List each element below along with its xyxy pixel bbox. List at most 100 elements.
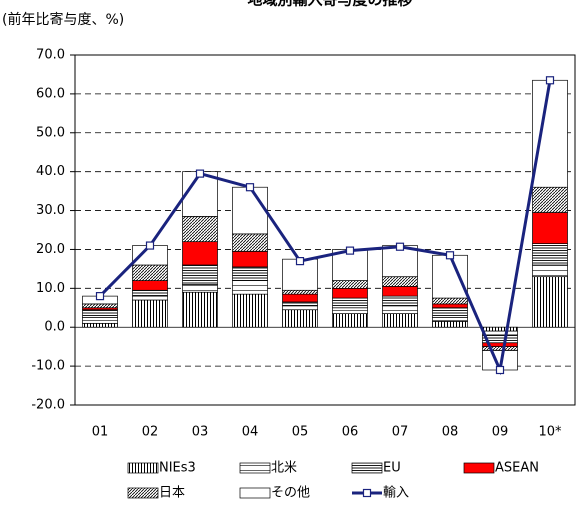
legend-label: その他 [271, 486, 310, 501]
y-tick-label: -10.0 [31, 359, 65, 374]
bar-segment [232, 266, 268, 281]
bar-segment [332, 287, 368, 299]
line-marker [95, 292, 105, 301]
x-tick-label: 06 [342, 425, 359, 440]
y-tick-label: 30.0 [36, 203, 65, 218]
bar-segment [532, 186, 568, 213]
bar-segment [482, 330, 518, 336]
y-tick-label: 60.0 [36, 86, 65, 101]
x-tick-label: 04 [242, 425, 259, 440]
bar-segment [232, 251, 268, 268]
legend-swatch [239, 462, 271, 474]
bar-segment [182, 241, 218, 266]
bar-segment [332, 280, 368, 289]
x-tick-label: 01 [92, 425, 109, 440]
bar-segment [232, 280, 268, 295]
y-tick-label: 50.0 [36, 125, 65, 140]
x-tick-label: 10* [538, 425, 562, 440]
line-marker [295, 257, 305, 266]
bar-segment [282, 289, 318, 295]
x-tick-label: 02 [142, 425, 159, 440]
bar-segment [232, 293, 268, 328]
bar-segment [132, 280, 168, 291]
bar-segment [182, 284, 218, 293]
legend-swatch [127, 487, 159, 499]
bar-segment [82, 322, 118, 328]
bar-segment [532, 212, 568, 244]
bar-segment [132, 289, 168, 297]
bar-segment [332, 313, 368, 328]
legend-label: ASEAN [495, 461, 539, 476]
bar-segment [82, 309, 118, 318]
bar-segment [282, 309, 318, 328]
bar-segment [382, 295, 418, 307]
subtitle: (前年比寄与度、%) [2, 11, 124, 28]
y-tick-label: 20.0 [36, 242, 65, 257]
legend-swatch [463, 462, 495, 474]
bar-segment [432, 254, 468, 299]
legend-label: EU [383, 461, 401, 476]
line-marker [445, 251, 455, 260]
bar-segment [282, 301, 318, 307]
line-marker [195, 169, 205, 178]
y-tick-label: 10.0 [36, 281, 65, 296]
bar-segment [532, 276, 568, 328]
line-marker [245, 183, 255, 192]
legend-label: 輸入 [383, 486, 409, 501]
legend-swatch [239, 487, 271, 499]
legend-swatch [351, 462, 383, 474]
bar-segment [532, 79, 568, 188]
bar-segment [532, 243, 568, 266]
bar-segment [532, 264, 568, 278]
x-tick-label: 08 [442, 425, 459, 440]
x-tick-label: 09 [492, 425, 509, 440]
line-series [98, 80, 552, 376]
bar-segment [432, 307, 468, 318]
bar-segment [382, 305, 418, 314]
bar-segment [432, 321, 468, 328]
line-marker [345, 246, 355, 255]
bar-segment [182, 171, 218, 217]
bar-segment [182, 264, 218, 285]
legend-label: 北米 [271, 461, 297, 476]
y-tick-label: 40.0 [36, 164, 65, 179]
legend-label: NIEs3 [159, 461, 196, 476]
line-marker [545, 76, 555, 85]
bar-segment [282, 305, 318, 311]
bar-segment [132, 295, 168, 301]
bar-segment [82, 317, 118, 324]
bar-segment [332, 307, 368, 314]
bar-segment [482, 346, 518, 351]
line-marker [395, 242, 405, 251]
bar-segment [432, 317, 468, 322]
bar-segment [482, 326, 518, 332]
y-tick-label: 0.0 [44, 320, 65, 335]
plot-frame [74, 54, 576, 406]
bar-segment [182, 291, 218, 328]
legend-swatch [362, 488, 372, 498]
bar-segment [132, 264, 168, 281]
bar-segment [232, 186, 268, 235]
bar-segment [382, 286, 418, 297]
chart-title: 地域別輸入寄与度の推移 [247, 0, 412, 9]
bar-segment [82, 303, 118, 309]
bar-segment [282, 293, 318, 303]
line-marker [145, 241, 155, 250]
bar-segment [382, 276, 418, 287]
x-tick-label: 07 [392, 425, 409, 440]
bar-segment [432, 303, 468, 309]
x-tick-label: 05 [292, 425, 309, 440]
line-marker [495, 365, 505, 375]
x-tick-label: 03 [192, 425, 209, 440]
bar-segment [382, 313, 418, 328]
y-tick-label: 70.0 [36, 48, 65, 63]
legend-label: 日本 [159, 486, 185, 501]
bar-segment [432, 297, 468, 305]
bar-segment [132, 299, 168, 328]
bar-segment [332, 297, 368, 309]
bar-segment [182, 216, 218, 243]
legend-swatch [127, 462, 159, 474]
bar-segment [232, 233, 268, 252]
y-tick-label: -20.0 [31, 398, 65, 413]
